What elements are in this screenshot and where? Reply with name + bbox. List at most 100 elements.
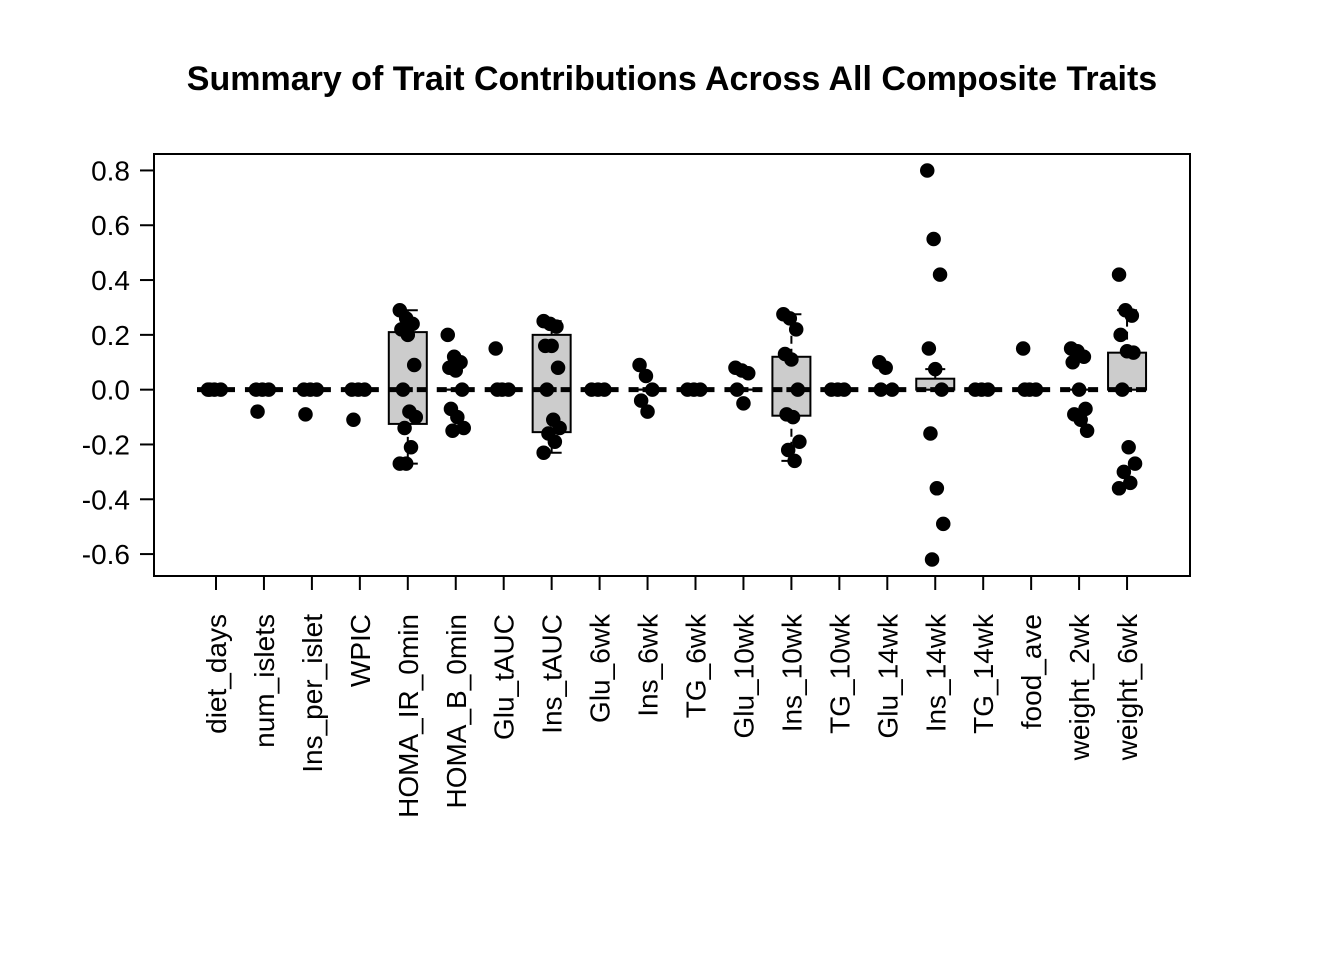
point bbox=[780, 442, 796, 458]
x-tick-label: HOMA_B_0min bbox=[441, 614, 472, 809]
point bbox=[395, 382, 411, 397]
x-tick-label: weight_2wk bbox=[1064, 613, 1095, 761]
x-tick-label: Ins_10wk bbox=[776, 613, 807, 732]
x-tick-label: Ins_6wk bbox=[633, 613, 664, 717]
point bbox=[633, 393, 649, 408]
x-tick-label: Ins_per_islet bbox=[297, 614, 328, 773]
point bbox=[1124, 308, 1140, 323]
point bbox=[873, 382, 889, 397]
point bbox=[736, 396, 751, 411]
point bbox=[1079, 423, 1095, 439]
point bbox=[645, 382, 660, 397]
point bbox=[1065, 355, 1080, 370]
x-tick-label: Glu_10wk bbox=[728, 613, 759, 739]
x-tick-label: Glu_6wk bbox=[585, 613, 616, 723]
point bbox=[1127, 456, 1143, 471]
point bbox=[261, 382, 276, 397]
point bbox=[785, 409, 801, 425]
y-tick-label: -0.4 bbox=[82, 484, 130, 515]
x-tick-label: TG_10wk bbox=[824, 613, 855, 734]
point bbox=[1121, 439, 1136, 455]
point bbox=[202, 382, 217, 397]
point bbox=[923, 426, 938, 441]
y-tick-label: -0.2 bbox=[82, 429, 130, 460]
plot-frame bbox=[153, 153, 1191, 577]
point bbox=[878, 360, 893, 375]
x-tick-label: Ins_14wk bbox=[920, 613, 951, 732]
chart-title: Summary of Trait Contributions Across Al… bbox=[187, 60, 1157, 98]
point bbox=[928, 361, 943, 377]
point bbox=[1115, 382, 1130, 397]
point bbox=[787, 453, 802, 469]
point bbox=[1017, 382, 1032, 397]
point bbox=[638, 368, 654, 384]
point bbox=[406, 357, 422, 373]
point bbox=[1116, 464, 1132, 480]
point bbox=[632, 357, 647, 373]
point bbox=[440, 327, 455, 343]
x-tick-label: weight_6wk bbox=[1112, 613, 1143, 761]
point bbox=[1111, 267, 1127, 282]
point bbox=[549, 319, 564, 334]
point bbox=[550, 360, 566, 375]
point bbox=[924, 552, 940, 567]
x-tick-label: Glu_14wk bbox=[872, 613, 903, 739]
point bbox=[400, 327, 416, 343]
point bbox=[397, 420, 412, 436]
point bbox=[1073, 412, 1088, 428]
point bbox=[792, 434, 807, 449]
point bbox=[597, 382, 612, 397]
point bbox=[1113, 327, 1128, 343]
point bbox=[1071, 382, 1087, 397]
point bbox=[398, 456, 414, 471]
x-tick-label: num_islets bbox=[249, 614, 280, 748]
point bbox=[782, 311, 798, 326]
point bbox=[784, 352, 799, 367]
point bbox=[788, 322, 804, 337]
point bbox=[539, 382, 555, 397]
y-tick-label: 0.4 bbox=[91, 265, 130, 296]
point bbox=[936, 516, 951, 532]
point bbox=[309, 382, 324, 397]
point bbox=[836, 382, 852, 397]
x-tick-label: diet_days bbox=[201, 614, 232, 734]
point bbox=[932, 267, 948, 282]
y-tick-label: 0.6 bbox=[91, 210, 130, 241]
point bbox=[403, 439, 419, 455]
y-tick-label: 0.0 bbox=[91, 375, 130, 406]
point bbox=[346, 412, 361, 428]
point bbox=[920, 163, 935, 178]
y-tick-label: 0.8 bbox=[91, 155, 130, 186]
point bbox=[1111, 481, 1127, 496]
point bbox=[490, 382, 505, 397]
y-tick-label: 0.2 bbox=[91, 320, 130, 351]
point bbox=[1015, 341, 1031, 356]
point bbox=[250, 404, 265, 419]
x-tick-label: Ins_tAUC bbox=[537, 614, 568, 734]
point bbox=[640, 404, 655, 419]
point bbox=[926, 231, 941, 247]
point bbox=[921, 341, 937, 356]
point bbox=[298, 407, 313, 422]
x-tick-label: Glu_tAUC bbox=[489, 614, 520, 740]
point bbox=[980, 382, 996, 397]
point bbox=[1126, 345, 1141, 360]
point bbox=[929, 481, 945, 496]
box bbox=[1107, 351, 1148, 391]
point bbox=[408, 409, 424, 425]
point bbox=[488, 341, 503, 356]
point bbox=[454, 382, 470, 397]
y-tick-label: -0.6 bbox=[82, 539, 130, 570]
point bbox=[357, 382, 372, 397]
point bbox=[790, 382, 806, 397]
point bbox=[448, 363, 463, 378]
point bbox=[693, 382, 708, 397]
x-tick-label: WPIC bbox=[345, 614, 376, 687]
point bbox=[741, 365, 756, 381]
point bbox=[934, 382, 949, 397]
x-tick-label: TG_14wk bbox=[968, 613, 999, 734]
point bbox=[547, 434, 563, 449]
x-tick-label: food_ave bbox=[1016, 614, 1047, 729]
x-tick-label: HOMA_IR_0min bbox=[393, 614, 424, 818]
